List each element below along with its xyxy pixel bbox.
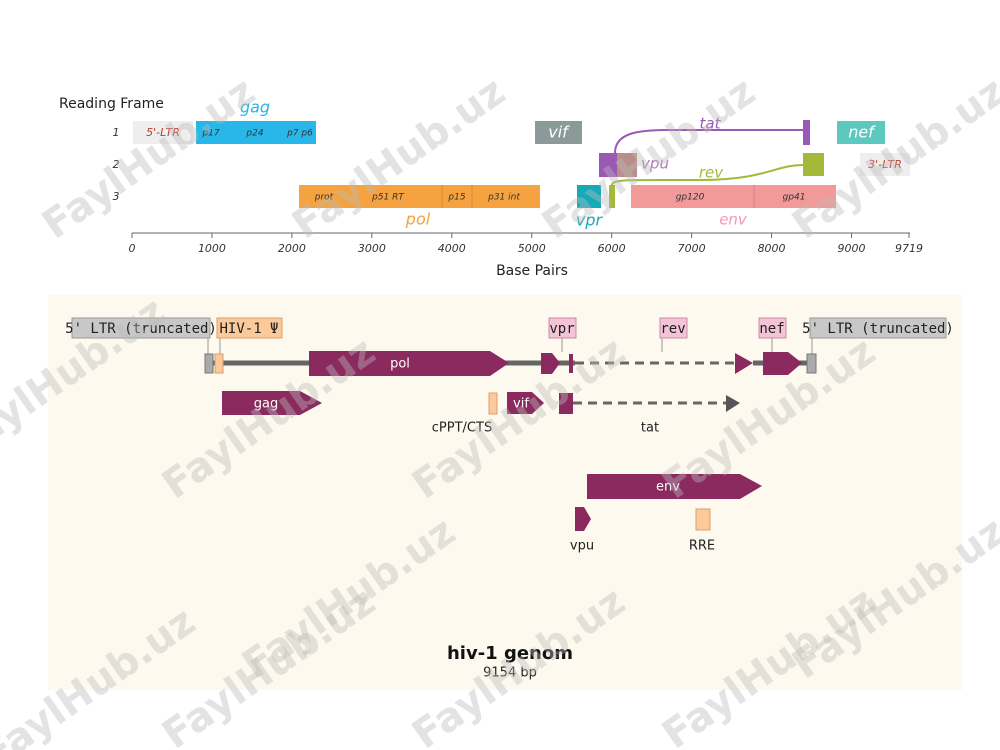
feature-label: env	[719, 211, 748, 229]
feature-label: vpr	[576, 211, 604, 230]
feature-label: 5' LTR (truncated)	[65, 321, 217, 337]
gene-box	[631, 185, 836, 208]
map-title: hiv-1 genom	[447, 643, 573, 664]
feature-label: RRE	[689, 539, 715, 554]
feature-label: gag	[240, 98, 270, 117]
axis-title: Base Pairs	[496, 263, 568, 279]
label-box	[809, 317, 947, 339]
gene-box	[609, 185, 615, 208]
feature-arrow	[507, 392, 544, 414]
tick-label: 2000	[278, 242, 306, 255]
tick-label: 6000	[598, 242, 626, 255]
psi-mark	[214, 353, 224, 374]
label-box	[71, 317, 211, 339]
feature-label: tat	[641, 421, 659, 436]
label-box	[758, 317, 787, 339]
feature-mark	[569, 354, 573, 373]
feature-arrow	[587, 474, 762, 499]
feature-label: rev	[699, 164, 724, 182]
gene-box	[196, 121, 316, 144]
label-box	[216, 317, 283, 339]
feature-mark	[559, 393, 573, 414]
ltr-box	[133, 121, 193, 144]
feature-label: vpu	[570, 539, 594, 554]
frame-label: 3	[113, 190, 120, 203]
part-label: p31 int	[487, 193, 520, 203]
plasmid-map: 5' LTR (truncated) HIV-1 Ψ vpr rev nef 5…	[48, 295, 962, 690]
label-box	[659, 317, 688, 339]
feature-arrow	[575, 507, 591, 531]
feature-label: nef	[848, 123, 876, 142]
tick-label: 8000	[758, 242, 786, 255]
part-label: prot	[314, 193, 334, 203]
gene-box	[837, 121, 885, 144]
tick-label: 9000	[838, 242, 866, 255]
gene-box	[577, 185, 601, 208]
tick-label: 9719	[895, 242, 923, 255]
site-mark	[488, 392, 498, 415]
gene-box	[617, 153, 637, 177]
ltr-mark	[204, 353, 214, 374]
map-size: 9154 bp	[483, 666, 537, 681]
gene-box	[599, 153, 617, 177]
feature-label: vpr	[549, 321, 574, 337]
feature-arrow	[309, 351, 509, 376]
feature-label: rev	[660, 321, 685, 337]
gene-box	[535, 121, 582, 144]
part-label: p15	[447, 193, 465, 203]
feature-label: cPPT/CTS	[432, 421, 492, 436]
feature-label: 5' LTR (truncated)	[802, 321, 954, 337]
feature-arrow	[726, 395, 740, 412]
gene-box	[803, 153, 824, 176]
tick-label: 0	[129, 242, 136, 255]
gene-box	[803, 120, 810, 145]
part-label: p24	[245, 129, 263, 139]
label-box	[548, 317, 577, 339]
site-mark	[695, 508, 711, 531]
feature-arrow	[541, 353, 560, 374]
feature-label: env	[656, 480, 680, 495]
frame-label: 1	[113, 126, 120, 139]
feature-label: pol	[405, 210, 431, 229]
tick-label: 3000	[358, 242, 386, 255]
feature-arrow	[763, 352, 802, 375]
frame-label: 2	[113, 158, 120, 171]
watermark: FaylHub.uz	[284, 68, 514, 248]
feature-label: pol	[390, 357, 410, 372]
genome-map: Reading Frame 1 2 3 5'-LTR gag p17 p24 p…	[59, 96, 923, 279]
feature-label: tat	[700, 115, 722, 133]
frame-title: Reading Frame	[59, 96, 164, 112]
tick-label: 5000	[518, 242, 546, 255]
splice-line	[611, 164, 804, 186]
tick-label: 1000	[198, 242, 226, 255]
gene-box	[299, 185, 540, 208]
part-label: p7 p6	[286, 129, 313, 139]
feature-label: vif	[513, 397, 529, 412]
feature-label: nef	[759, 321, 784, 337]
feature-arrow	[222, 391, 322, 415]
tick-label: 4000	[438, 242, 466, 255]
part-label: gp41	[783, 193, 806, 203]
feature-label: 5'-LTR	[146, 126, 180, 139]
feature-label: gag	[254, 397, 278, 412]
axis-ticks: 0 1000 2000 3000 4000 5000 6000 7000 8000 9000 971…	[129, 233, 923, 255]
feature-label: vpu	[641, 155, 669, 173]
splice-line	[614, 129, 805, 154]
tick-label: 7000	[678, 242, 706, 255]
part-label: gp120	[676, 193, 705, 203]
part-label: p17	[201, 129, 219, 139]
feature-label: 3'-LTR	[868, 158, 902, 171]
leader-lines	[207, 338, 813, 354]
ltr-box	[860, 153, 910, 176]
feature-arrow	[735, 353, 753, 374]
feature-label: vif	[548, 123, 570, 142]
part-label: p51 RT	[371, 193, 405, 203]
ltr-mark	[806, 353, 817, 374]
feature-label: HIV-1 Ψ	[219, 321, 278, 337]
